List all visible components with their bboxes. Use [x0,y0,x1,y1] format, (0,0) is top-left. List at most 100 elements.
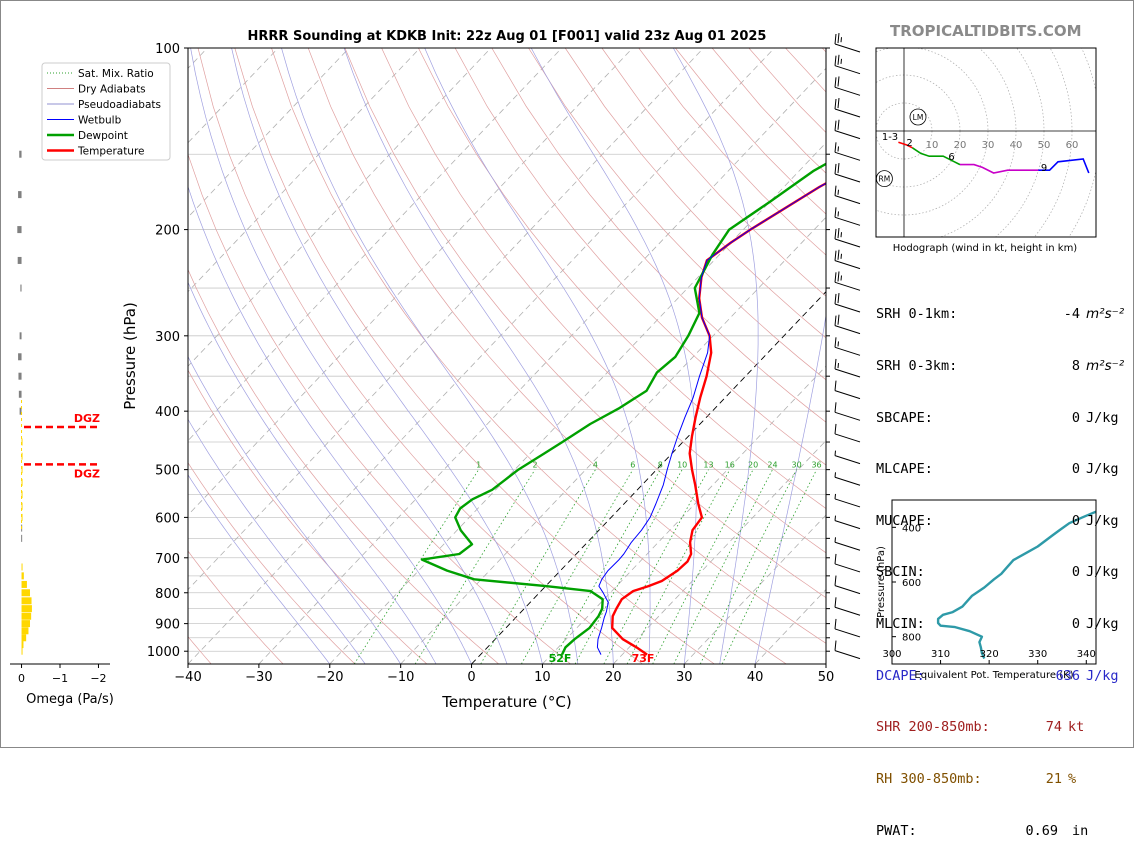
isotherm-line [259,48,845,664]
hodograph-ring-label: 30 [982,140,995,151]
pseudoadiabat-line [344,48,613,664]
wind-barb-flag [835,164,836,174]
wind-barb [835,472,860,485]
x-tick-label: 10 [534,670,551,685]
wind-barb [835,315,860,334]
hodograph-ring-label: 50 [1038,140,1051,151]
x-tick-label: 50 [818,670,835,685]
wind-barb-halfflag [841,232,842,237]
wind-barb-staff [835,347,860,355]
wind-barb-staff [835,152,860,160]
hodograph-height-label: 6 [948,152,954,163]
wind-barb [835,250,860,269]
wind-barb-halfflag [835,451,836,456]
mixing-ratio-line [653,470,754,664]
wind-barb [835,207,860,225]
wind-barb [835,120,860,139]
y-tick-label: 400 [155,405,180,420]
dry-adiabat-line [308,48,858,664]
hodograph-ring-label: 40 [1010,140,1023,151]
pseudoadiabat-line [126,48,436,664]
stat-mlcape-key: MLCAPE: [876,461,1002,478]
wind-barb [835,55,860,74]
wind-barb [835,33,860,52]
pseudoadiabat-line [425,48,650,664]
omega-x-tick-label: −2 [90,672,106,685]
legend-label: Wetbulb [78,115,122,127]
wind-barb-halfflag [841,254,842,259]
dry-adiabat-line [125,48,499,664]
omega-bar [21,535,22,542]
stat-dcape-key: DCAPE: [876,668,1002,685]
y-tick-label: 500 [155,464,180,479]
stat-mucape-value: 0 [1002,513,1080,530]
wind-barb-staff [835,282,860,290]
dgz-label: DGZ [74,467,100,480]
wind-barb-flag [835,641,836,651]
stat-srh03-key: SRH 0-3km: [876,358,1002,375]
wind-barb [835,76,860,95]
stat-srh03-value: 8 [1002,358,1080,375]
pseudoadiabat-line [755,48,842,664]
wind-barb-staff [835,174,860,182]
wind-barb-flag [835,576,836,586]
dry-adiabat-line [198,48,643,664]
y-tick-label: 900 [155,618,180,633]
hodograph-marker-label: RM [879,175,891,184]
stat-sbcape-unit: J/kg [1080,410,1119,427]
isotherm-line [117,48,703,664]
wind-barb-halfflag [841,37,842,42]
omega-bar [18,353,21,360]
omega-bar [20,332,22,339]
stat-srh01-value: -4 [1002,306,1080,323]
wind-barb-halfflag [838,190,839,195]
stat-srh01-unit: m²s⁻² [1080,306,1124,323]
omega-bar [22,641,24,648]
wind-barb-flag [835,597,836,607]
omega-bar [19,151,21,158]
wind-barb-flag [835,121,836,131]
wind-barb-flag [835,316,836,326]
mixing-ratio-label: 20 [748,461,758,470]
wind-barb [835,554,860,572]
stat-srh03-unit: m²s⁻² [1080,358,1124,375]
x-tick-label: −10 [387,670,414,685]
stat-srh01-key: SRH 0-1km: [876,306,1002,323]
wind-barb-staff [835,196,860,204]
wind-barb [835,402,860,420]
stat-sbcin-key: SBCIN: [876,564,1002,581]
wind-barb-halfflag [838,363,839,368]
wind-barb [835,451,860,464]
stat-pwat-value: 0.69 [1002,823,1058,840]
wind-barb-flag [838,76,839,86]
stat-shr-unit: kt [1062,719,1084,736]
wind-barb-flag [835,381,836,391]
wind-barb-flag [835,34,836,44]
wind-barb-staff [835,521,860,529]
legend-label: Dry Adiabats [78,84,146,96]
wind-barb-flag [838,250,839,260]
omega-bar [22,648,23,655]
wind-barb [835,98,860,117]
y-tick-label: 800 [155,587,180,602]
omega-bar [22,581,27,588]
wind-barb-halfflag [838,146,839,151]
mixing-ratio-label: 30 [791,461,801,470]
wind-barb-staff [835,499,860,507]
mixing-ratio-line [521,470,633,664]
wind-barb-staff [835,391,860,399]
wind-barb-flag [835,77,836,87]
wind-barb [835,619,860,637]
wind-barb-staff [835,412,860,420]
skewt-xlabel: Temperature (°C) [441,693,571,711]
wind-barb-flag [838,33,839,43]
wind-barb [835,537,860,550]
stat-sbcape-value: 0 [1002,410,1080,427]
stat-dcape-value: 636 [1002,668,1080,685]
